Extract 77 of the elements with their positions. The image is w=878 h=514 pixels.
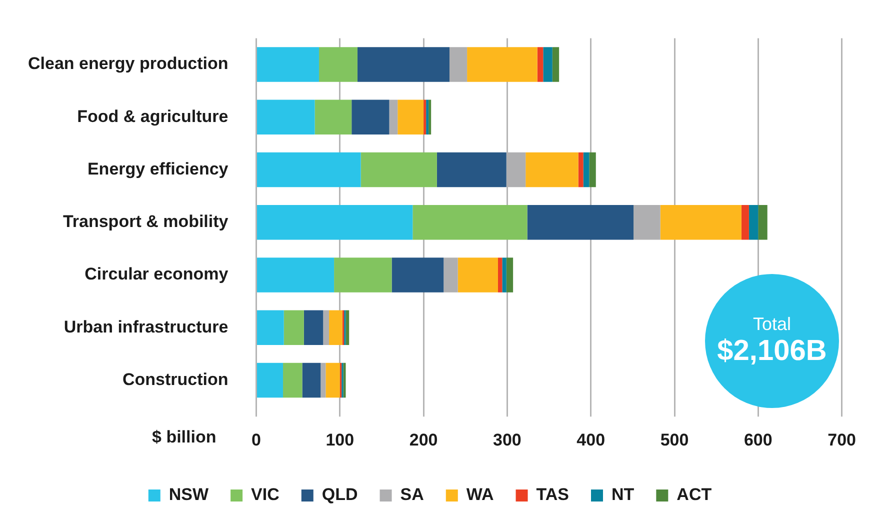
bar	[257, 152, 361, 188]
x-tick-label: 400	[576, 430, 606, 450]
bar	[467, 47, 538, 82]
bar	[257, 47, 319, 82]
bar	[458, 258, 498, 292]
legend-label: ACT	[676, 485, 712, 504]
bar	[543, 47, 552, 82]
bar	[357, 47, 450, 82]
x-tick-label: 0	[252, 430, 261, 450]
bar	[537, 47, 544, 82]
x-tick-label: 100	[326, 430, 354, 450]
bar	[320, 362, 326, 398]
bar	[444, 258, 458, 292]
bar	[314, 100, 352, 135]
bar	[323, 310, 330, 346]
bar	[392, 258, 444, 292]
bar	[412, 205, 528, 240]
bar	[329, 310, 342, 346]
bar	[343, 362, 346, 398]
bar	[302, 362, 321, 398]
bar	[578, 152, 584, 188]
circle-badge: Total $2,106B	[705, 274, 839, 408]
y-tick-label: Food & agriculture	[77, 106, 228, 126]
bar	[449, 47, 468, 82]
bar	[257, 258, 334, 292]
legend-label: TAS	[536, 485, 570, 504]
bar	[257, 100, 315, 135]
y-tick-label: Energy efficiency	[87, 159, 229, 178]
bar	[436, 152, 506, 188]
legend-label: QLD	[322, 485, 358, 504]
x-axis-title: $ billion	[152, 427, 216, 446]
bar	[552, 47, 560, 82]
bar	[527, 205, 634, 240]
annotation: $2,106B	[717, 334, 827, 368]
bar	[583, 152, 590, 188]
bar	[498, 258, 502, 292]
bar	[389, 100, 398, 135]
bar	[283, 362, 302, 398]
bar	[526, 152, 578, 188]
bar	[334, 258, 392, 292]
bar	[660, 205, 742, 240]
y-tick-label: Construction	[122, 370, 228, 389]
y-tick-label: Transport & mobility	[62, 212, 229, 232]
bar	[257, 310, 284, 346]
legend-label: WA	[466, 485, 494, 504]
bar	[506, 258, 514, 292]
legend-label: VIC	[251, 485, 280, 504]
bar	[634, 205, 660, 240]
bar	[426, 100, 429, 135]
y-tick-label: Clean energy production	[28, 54, 228, 74]
bar	[318, 47, 358, 82]
bar	[257, 362, 284, 398]
bar	[758, 205, 768, 240]
bar	[428, 100, 432, 135]
y-tick-label: Urban infrastructure	[64, 317, 228, 336]
x-tick-label: 300	[493, 430, 522, 450]
x-tick-label: 500	[660, 430, 689, 450]
bar	[284, 310, 304, 346]
bar	[352, 100, 390, 135]
x-tick-label: 600	[744, 430, 772, 450]
y-tick-label: Circular economy	[84, 264, 229, 284]
bar	[304, 310, 324, 346]
bar	[589, 152, 596, 188]
legend-label: NT	[612, 485, 635, 504]
bar	[741, 205, 749, 240]
bar	[398, 100, 424, 135]
legend-label: SA	[400, 485, 424, 504]
legend-label: NSW	[168, 485, 210, 504]
x-tick-label: 200	[409, 430, 438, 450]
annotation: Total	[752, 314, 792, 335]
bar	[360, 152, 437, 188]
bar	[424, 100, 426, 135]
bar	[257, 205, 413, 240]
bar	[502, 258, 506, 292]
x-tick-label: 700	[828, 430, 856, 450]
bar	[326, 362, 340, 398]
bar	[748, 205, 758, 240]
